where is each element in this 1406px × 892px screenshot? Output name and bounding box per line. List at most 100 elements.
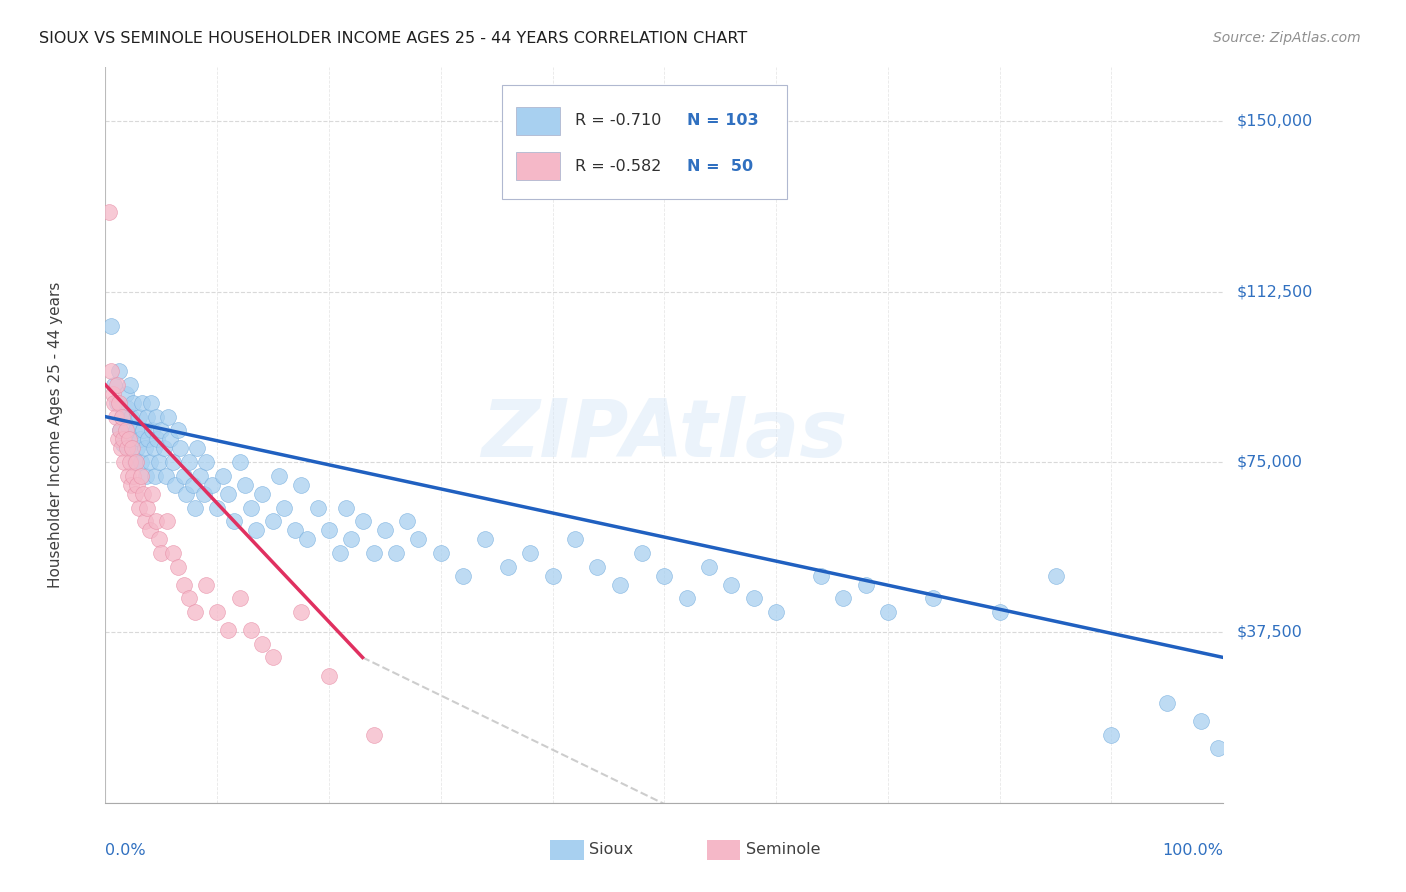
Point [114,423,136,437]
Point [250,487,273,501]
Point [134,442,156,456]
Point [267,468,290,483]
Text: Householder Income Ages 25 - 44 years: Householder Income Ages 25 - 44 years [48,282,63,588]
Point [148,533,170,547]
Point [173,578,195,592]
Point [262,514,284,528]
Point [519,546,541,560]
Point [217,623,239,637]
Point [988,605,1011,619]
Text: R = -0.582: R = -0.582 [575,159,661,174]
Point [124,455,146,469]
Point [765,605,787,619]
Point [586,559,609,574]
Point [318,668,340,682]
Point [181,478,204,492]
Point [1189,714,1212,728]
Point [135,500,157,515]
Point [163,478,186,492]
Point [115,401,138,415]
Text: 0.0%: 0.0% [105,843,146,858]
Point [245,523,267,537]
Point [174,487,197,501]
Point [233,478,256,492]
Point [120,478,142,492]
Text: N = 103: N = 103 [686,113,758,128]
Point [136,433,159,447]
FancyBboxPatch shape [707,839,741,860]
Point [118,377,141,392]
Point [363,546,385,560]
Point [201,478,224,492]
Point [451,568,474,582]
Point [128,409,150,424]
Point [184,500,207,515]
Point [832,591,855,606]
Point [1045,568,1067,582]
Point [152,442,174,456]
Point [107,433,129,447]
Point [179,455,201,469]
Point [122,396,145,410]
Point [112,437,135,451]
Point [385,546,408,560]
Point [167,423,190,437]
Point [697,559,720,574]
Point [195,455,218,469]
Point [111,409,134,424]
Point [110,442,132,456]
Point [118,433,141,447]
Point [340,533,363,547]
Point [496,559,519,574]
Point [115,442,138,456]
Point [100,364,122,378]
Point [125,478,148,492]
Point [363,728,385,742]
Text: $37,500: $37,500 [1237,625,1302,640]
Point [179,591,201,606]
Point [108,423,131,437]
Point [217,487,239,501]
Point [430,546,453,560]
Point [108,396,131,410]
Point [128,500,150,515]
Point [111,409,134,424]
Text: $112,500: $112,500 [1237,285,1313,299]
Point [720,578,742,592]
Point [190,468,212,483]
Point [150,546,173,560]
Point [139,455,162,469]
Point [131,396,153,410]
Point [124,423,146,437]
Point [103,396,125,410]
Point [675,591,697,606]
Point [205,500,228,515]
Point [117,468,139,483]
Point [124,455,146,469]
Point [250,637,273,651]
Point [145,409,167,424]
Point [284,523,307,537]
Point [609,578,631,592]
Point [145,514,167,528]
Point [122,468,145,483]
Point [124,487,146,501]
Point [408,533,430,547]
Point [141,396,163,410]
Text: R = -0.710: R = -0.710 [575,113,661,128]
FancyBboxPatch shape [550,839,583,860]
Point [184,605,207,619]
Text: ZIPAtlas: ZIPAtlas [481,396,848,474]
Point [290,478,312,492]
Point [142,442,165,456]
Point [129,455,152,469]
Point [135,409,157,424]
Text: N =  50: N = 50 [686,159,752,174]
Point [273,500,295,515]
Point [141,423,163,437]
Point [141,487,163,501]
Point [112,433,135,447]
Point [162,455,184,469]
Point [1099,728,1122,742]
Point [1156,696,1178,710]
